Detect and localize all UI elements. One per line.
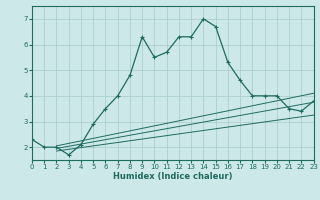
X-axis label: Humidex (Indice chaleur): Humidex (Indice chaleur)	[113, 172, 233, 181]
